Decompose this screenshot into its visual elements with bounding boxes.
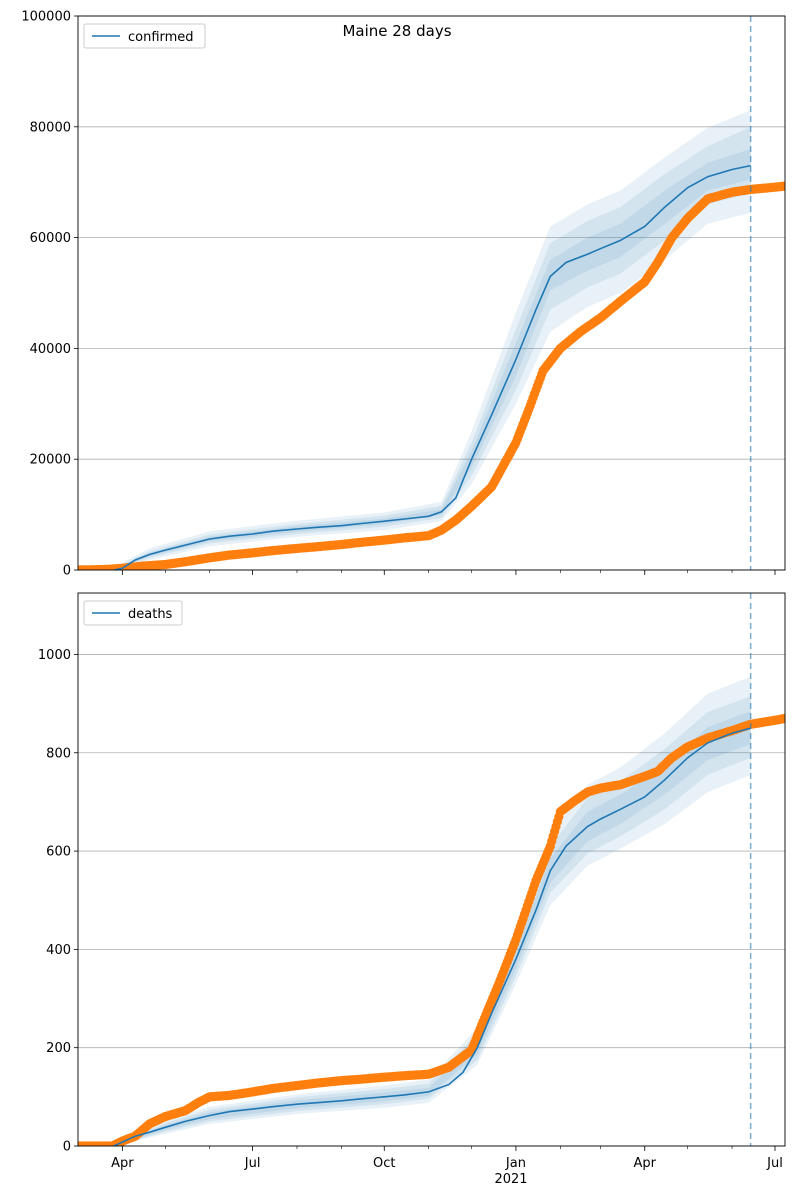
observed-point xyxy=(780,181,785,191)
x-tick-label: Jul xyxy=(766,1156,783,1171)
axes-frame xyxy=(77,15,786,571)
y-tick-label: 80000 xyxy=(30,120,71,135)
observed-point xyxy=(780,713,785,723)
legend-label: confirmed xyxy=(128,30,194,45)
y-tick-label: 800 xyxy=(46,746,71,761)
x-tick-label: Oct xyxy=(373,1156,395,1171)
plot-area xyxy=(78,110,785,570)
legend: deaths xyxy=(83,600,183,626)
y-tick-label: 0 xyxy=(63,564,71,579)
plot-area xyxy=(78,676,785,1146)
legend-box xyxy=(83,23,206,49)
y-tick-label: 100000 xyxy=(21,10,71,25)
x-tick-label: Apr xyxy=(111,1156,134,1171)
y-tick-label: 0 xyxy=(63,1140,71,1155)
y-tick-label: 1000 xyxy=(38,648,71,663)
observed-series xyxy=(78,181,785,570)
x-axis-year-label: 2021 xyxy=(494,1172,527,1187)
uncertainty-band-3 xyxy=(113,149,751,570)
uncertainty-band-2 xyxy=(113,696,751,1146)
legend-box xyxy=(83,600,183,626)
y-tick-label: 200 xyxy=(46,1041,71,1056)
axes-frame xyxy=(77,592,786,1147)
uncertainty-band-3 xyxy=(113,711,751,1146)
y-tick-label: 20000 xyxy=(30,453,71,468)
y-tick-label: 40000 xyxy=(30,342,71,357)
y-tick-label: 60000 xyxy=(30,231,71,246)
model-line xyxy=(113,164,751,570)
legend: confirmed xyxy=(83,23,206,49)
legend-label: deaths xyxy=(128,607,173,622)
x-tick-label: Apr xyxy=(633,1156,656,1171)
uncertainty-band-2 xyxy=(113,126,751,570)
x-tick-label: Jan xyxy=(505,1156,526,1171)
deaths-panel: 0 200 400 600 800 1000 Apr Jul Oct Jan Apr Jul death… xyxy=(38,592,786,1171)
observed-series xyxy=(78,713,785,1146)
y-tick-label: 400 xyxy=(46,943,71,958)
uncertainty-band-1 xyxy=(113,110,751,570)
x-tick-label: Jul xyxy=(244,1156,261,1171)
confirmed-panel: 0 20000 40000 60000 80000 100000 confirmed xyxy=(21,10,786,579)
figure-title: Maine 28 days xyxy=(342,22,451,40)
y-tick-label: 600 xyxy=(46,845,71,860)
model-line xyxy=(113,727,751,1146)
